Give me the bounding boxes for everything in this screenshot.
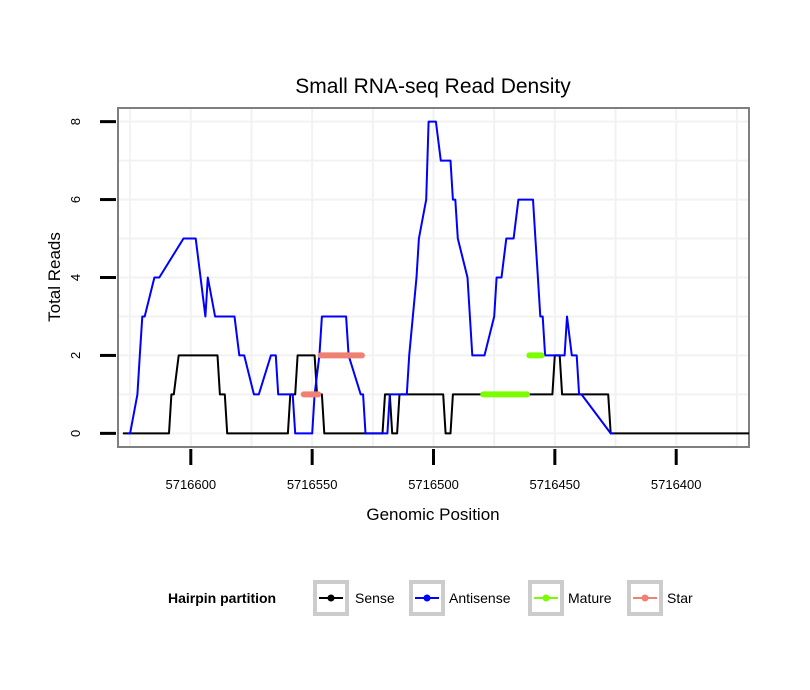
x-tick-label: 5716500: [408, 477, 459, 492]
legend-title: Hairpin partition: [168, 590, 276, 606]
y-tick-label: 6: [68, 196, 83, 203]
grid-lines: [119, 109, 748, 446]
y-tick-label: 4: [68, 274, 83, 281]
x-tick-label: 5716450: [530, 477, 581, 492]
legend-key-dot-mature: [542, 594, 550, 602]
x-tick-label: 5716600: [165, 477, 216, 492]
legend-item-sense: Sense: [313, 580, 395, 616]
legend-item-mature: Mature: [528, 580, 612, 616]
legend-key-dot-star: [641, 594, 649, 602]
series-antisense-line: [127, 120, 614, 435]
legend-label-antisense: Antisense: [449, 590, 511, 606]
legend-label-star: Star: [667, 590, 693, 606]
x-tick-label: 5716400: [651, 477, 702, 492]
legend-item-antisense: Antisense: [409, 580, 511, 616]
y-tick-label: 2: [68, 352, 83, 359]
legend-key-dot-sense: [327, 594, 335, 602]
chart-title: Small RNA-seq Read Density: [295, 75, 571, 98]
legend-item-star: Star: [627, 580, 693, 616]
y-tick-label: 0: [68, 430, 83, 437]
y-tick-label: 8: [68, 118, 83, 125]
legend-key-dot-antisense: [423, 594, 431, 602]
x-axis-title: Genomic Position: [366, 505, 499, 524]
legend-label-sense: Sense: [355, 590, 395, 606]
x-tick-label: 5716550: [287, 477, 338, 492]
legend: Hairpin partition Sense Antisense Mature St…: [168, 580, 693, 616]
legend-label-mature: Mature: [568, 590, 612, 606]
axes: 5716600 5716550 5716500 5716450 5716400 0 2 4 6 8: [68, 118, 702, 492]
series-layer: [122, 120, 749, 435]
y-axis-title: Total Reads: [45, 232, 64, 322]
